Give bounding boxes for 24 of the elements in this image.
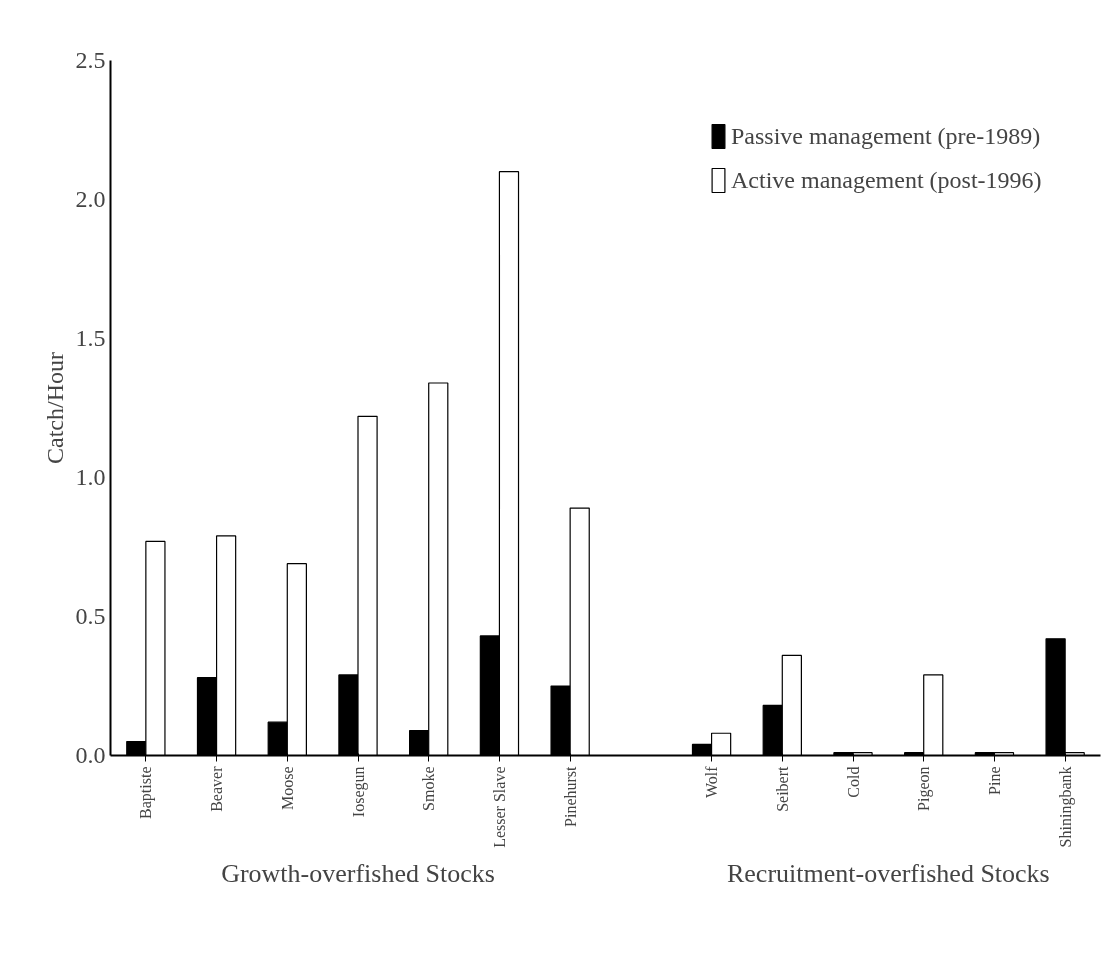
x-tick-label: Moose (278, 766, 296, 811)
x-tick-label: Pigeon (915, 766, 934, 811)
x-tick-label: Pine (985, 766, 1003, 795)
x-tick-label: Iosegun (349, 766, 368, 818)
x-tick-label: Baptiste (137, 766, 156, 819)
y-tick-label: 2.5 (75, 47, 106, 73)
x-tick-label: Seibert (773, 765, 791, 812)
x-tick-label: Beaver (208, 765, 226, 812)
text: Growth-overfished Stocks (221, 858, 495, 888)
y-axis-title: Catch/Hour (41, 352, 68, 464)
legend-label: Passive management (pre-1989) (731, 122, 1041, 150)
y-tick-label: 1.5 (75, 325, 106, 351)
x-tick-label: Wolf (703, 765, 721, 799)
x-tick-label: Pinehurst (561, 765, 579, 827)
y-tick-label: 0.5 (75, 603, 106, 629)
x-tick-label: Cold (844, 766, 862, 798)
x-tick-label: Smoke (420, 766, 438, 811)
x-tick-label: Lesser Slave (490, 766, 508, 848)
legend-label: Active management (post-1996) (731, 166, 1042, 194)
text: Recruitment-overfished Stocks (726, 858, 1050, 888)
x-tick-label: Shiningbank (1056, 766, 1075, 848)
y-tick-label: 0.0 (75, 742, 106, 768)
y-tick-label: 1.0 (75, 464, 106, 490)
y-tick-label: 2.0 (75, 186, 106, 212)
